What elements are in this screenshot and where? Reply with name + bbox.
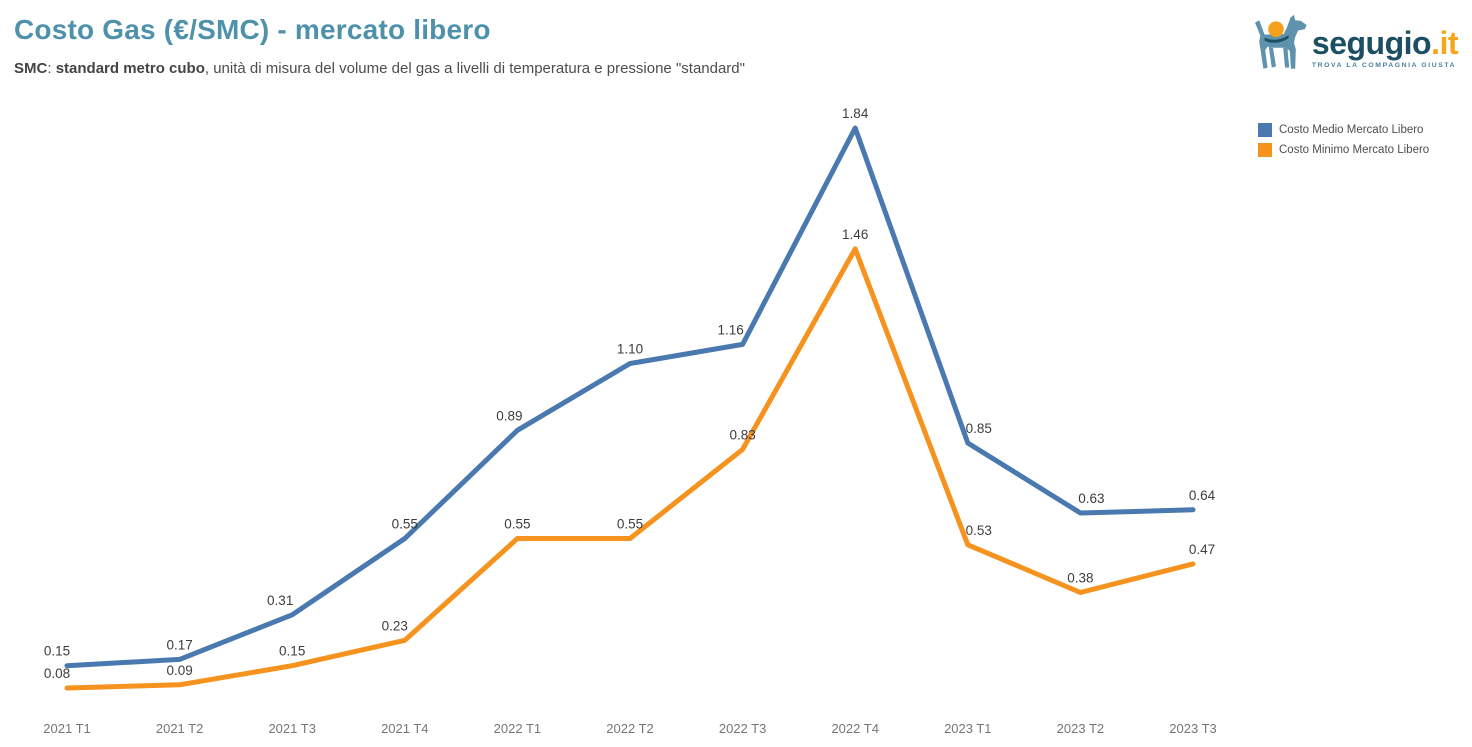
logo-suffix: .it — [1431, 25, 1458, 61]
value-label: 0.15 — [44, 644, 70, 659]
x-axis-label: 2022 T4 — [831, 721, 878, 736]
value-label: 0.09 — [166, 663, 192, 678]
x-axis-label: 2021 T3 — [268, 721, 315, 736]
value-label: 1.46 — [842, 227, 868, 242]
chart-header: Costo Gas (€/SMC) - mercato libero SMC: … — [14, 14, 914, 77]
line-costo-medio-mercato-libero[interactable] — [64, 125, 1196, 669]
dog-logo-icon — [1254, 14, 1307, 69]
subtitle-term: SMC — [14, 60, 48, 77]
legend-swatch — [1258, 123, 1272, 137]
value-label: 0.55 — [392, 517, 418, 532]
value-label: 0.08 — [44, 666, 70, 681]
value-label: 0.47 — [1189, 542, 1215, 557]
value-label: 0.55 — [504, 517, 530, 532]
legend-item-costo-minimo-mercato-libero[interactable]: Costo Minimo Mercato Libero — [1258, 143, 1429, 157]
line-costo-minimo-mercato-libero[interactable] — [64, 246, 1196, 691]
legend-label: Costo Medio Mercato Libero — [1279, 124, 1424, 136]
value-label: 0.53 — [966, 523, 992, 538]
x-axis-label: 2021 T2 — [156, 721, 203, 736]
x-axis-label: 2023 T1 — [944, 721, 991, 736]
value-label: 0.85 — [966, 421, 992, 436]
value-label: 1.84 — [842, 106, 869, 121]
x-axis-label: 2022 T3 — [719, 721, 766, 736]
logo-tagline: TROVA LA COMPAGNIA GIUSTA — [1311, 62, 1457, 69]
logo-text: segugio.it TROVA LA COMPAGNIA GIUSTA — [1311, 12, 1459, 69]
value-label: 0.17 — [166, 637, 192, 652]
chart-legend: Costo Medio Mercato Libero Costo Minimo M… — [1258, 123, 1429, 163]
subtitle-definition: standard metro cubo — [55, 60, 205, 77]
value-label: 1.16 — [717, 322, 743, 337]
chart-subtitle: SMC: standard metro cubo, unità di misur… — [14, 60, 914, 77]
value-label: 0.89 — [496, 408, 522, 423]
value-label: 0.63 — [1078, 491, 1104, 506]
legend-item-costo-medio-mercato-libero[interactable]: Costo Medio Mercato Libero — [1258, 123, 1429, 137]
segugio-logo[interactable]: segugio.it TROVA LA COMPAGNIA GIUSTA — [1249, 12, 1458, 74]
legend-swatch — [1258, 143, 1272, 157]
x-axis-label: 2022 T1 — [494, 721, 541, 736]
subtitle-separator: : — [47, 60, 56, 77]
value-label: 0.31 — [267, 593, 293, 608]
value-label: 0.38 — [1067, 571, 1093, 586]
logo-brand: segugio — [1311, 25, 1432, 61]
value-label: 0.55 — [617, 517, 643, 532]
value-label: 0.83 — [729, 427, 755, 442]
x-axis-label: 2023 T3 — [1169, 721, 1216, 736]
subtitle-rest: , unità di misura del volume del gas a l… — [204, 60, 745, 77]
legend-label: Costo Minimo Mercato Libero — [1279, 144, 1430, 156]
x-axis-label: 2021 T1 — [43, 721, 90, 736]
value-label: 0.15 — [279, 644, 305, 659]
x-axis-label: 2023 T2 — [1057, 721, 1104, 736]
x-axis-label: 2021 T4 — [381, 721, 428, 736]
x-axis-label: 2022 T2 — [606, 721, 653, 736]
value-label: 0.64 — [1189, 488, 1216, 503]
logo-wordmark: segugio.it — [1311, 25, 1459, 61]
value-label: 0.23 — [382, 618, 408, 633]
page-title: Costo Gas (€/SMC) - mercato libero — [14, 14, 491, 45]
value-label: 1.10 — [617, 342, 643, 357]
